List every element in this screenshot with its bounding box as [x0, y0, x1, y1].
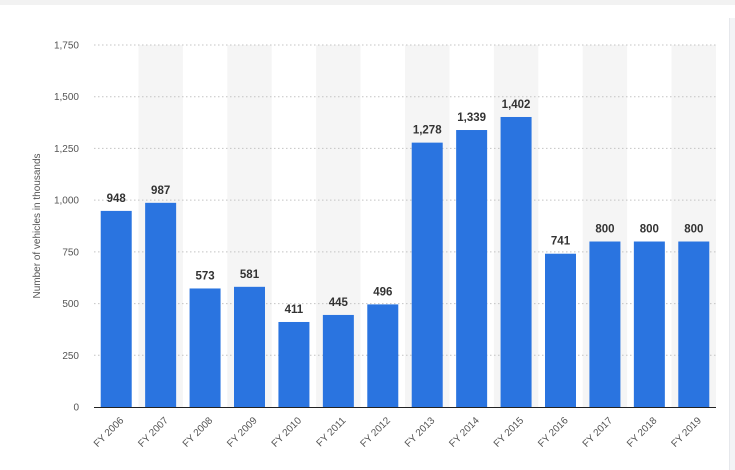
data-label: 800	[684, 224, 703, 236]
bars	[100, 116, 710, 408]
bar[interactable]	[500, 116, 532, 408]
bar[interactable]	[322, 314, 354, 407]
data-label: 445	[329, 297, 349, 309]
x-tick-label: FY 2011	[315, 415, 349, 449]
x-tick-label: FY 2006	[92, 415, 127, 450]
y-tick-label: 1,250	[54, 144, 79, 155]
x-tick-label: FY 2009	[225, 415, 260, 450]
x-tick-label: FY 2007	[136, 415, 171, 450]
x-tick-label: FY 2017	[581, 415, 616, 450]
x-tick-label: FY 2016	[536, 415, 571, 450]
y-tick-label: 0	[73, 403, 79, 414]
bar[interactable]	[545, 253, 576, 407]
x-tick-label: FY 2019	[670, 415, 705, 450]
data-label: 800	[595, 224, 614, 236]
data-label: 1,339	[457, 112, 486, 124]
bar[interactable]	[633, 241, 665, 407]
x-tick-label: FY 2008	[181, 415, 216, 450]
x-tick-label: FY 2010	[270, 415, 305, 450]
bar[interactable]	[278, 321, 310, 407]
x-tick-label: FY 2018	[625, 415, 660, 450]
side-panel-edge	[729, 18, 735, 470]
y-tick-label: 500	[62, 299, 79, 310]
bar[interactable]	[234, 286, 265, 407]
y-tick-label: 250	[62, 351, 79, 362]
y-tick-label: 1,750	[54, 41, 79, 52]
x-tick-label: FY 2014	[447, 415, 482, 450]
data-label: 581	[240, 269, 260, 281]
bar[interactable]	[456, 130, 488, 407]
data-labels: 948 987 573 581 411 445 496 1,278 1,339 1,402 741 8…	[107, 99, 704, 316]
data-label: 948	[107, 193, 127, 205]
bar[interactable]	[100, 210, 132, 407]
y-tick-label: 1,000	[54, 196, 79, 207]
data-label: 1,278	[413, 125, 442, 137]
y-axis-ticks: 0 250 500 750 1,000 1,250 1,500 1,750	[54, 41, 79, 414]
y-axis-label: Number of vehicles in thousands	[32, 153, 43, 298]
x-axis-ticks: FY 2006 FY 2007 FY 2008 FY 2009 FY 2010 FY 20…	[92, 415, 704, 450]
data-label: 987	[151, 185, 170, 197]
bar[interactable]	[145, 202, 177, 407]
x-tick-label: FY 2013	[403, 415, 438, 450]
data-label: 800	[640, 224, 659, 236]
y-tick-label: 750	[62, 247, 79, 258]
x-tick-label: FY 2015	[492, 415, 527, 450]
bar[interactable]	[189, 288, 221, 407]
data-label: 411	[285, 304, 304, 316]
bar[interactable]	[411, 142, 443, 407]
top-band	[0, 0, 735, 5]
data-label: 573	[195, 270, 214, 282]
data-label: 496	[373, 286, 392, 298]
bar[interactable]	[589, 241, 621, 407]
data-label: 1,402	[502, 99, 531, 111]
bar[interactable]	[367, 304, 399, 407]
data-label: 741	[551, 236, 571, 248]
bar[interactable]	[678, 241, 710, 407]
y-tick-label: 1,500	[54, 92, 79, 103]
x-tick-label: FY 2012	[359, 415, 394, 450]
